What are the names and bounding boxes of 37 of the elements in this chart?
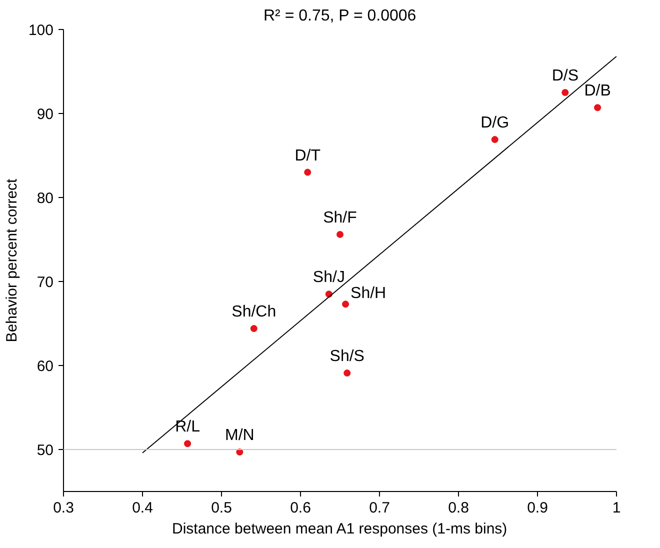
point (344, 370, 351, 377)
annotation: D/T (294, 147, 321, 164)
point (342, 300, 350, 308)
x-tick-label: 1 (612, 500, 621, 516)
x-tick-label: 0.3 (53, 500, 74, 516)
x-tick-label: 0.9 (527, 500, 548, 516)
y-tick-label: 100 (28, 22, 54, 39)
annotation: D/B (584, 82, 611, 100)
y-tick-label: 90 (36, 106, 54, 123)
y-tick-label: 70 (36, 274, 54, 291)
annotation: Sh/S (330, 348, 364, 366)
point (491, 136, 498, 144)
annotation: R/L (175, 418, 200, 436)
annotation: D/S (552, 68, 578, 84)
point (304, 168, 312, 176)
annotation: Sh/F (323, 209, 358, 226)
annotation: M/N (225, 427, 254, 444)
chart-title: R² = 0.75, P = 0.0006 (264, 8, 416, 24)
x-tick-label: 0.8 (448, 500, 469, 516)
annotation: D/G (480, 114, 510, 132)
point (562, 89, 569, 96)
x-tick-label: 0.4 (132, 500, 153, 516)
annotation: Sh/H (350, 285, 386, 302)
point (250, 325, 258, 332)
annotation: Sh/J (312, 269, 345, 286)
point (594, 104, 602, 112)
y-tick-label: 80 (36, 190, 54, 207)
point (336, 230, 344, 238)
y-tick-label: 60 (36, 358, 54, 375)
x-tick-label: 0.5 (211, 500, 232, 516)
annotation: Sh/Ch (232, 304, 276, 321)
x-tick-label: 0.6 (290, 500, 311, 516)
point (184, 440, 192, 448)
x-tick-label: 0.7 (369, 500, 390, 516)
y-axis-title: Behavior percent correct (3, 178, 20, 342)
x-axis-title: Distance between mean A1 responses (1-ms bins) (172, 520, 508, 538)
y-tick-label: 50 (36, 442, 54, 459)
